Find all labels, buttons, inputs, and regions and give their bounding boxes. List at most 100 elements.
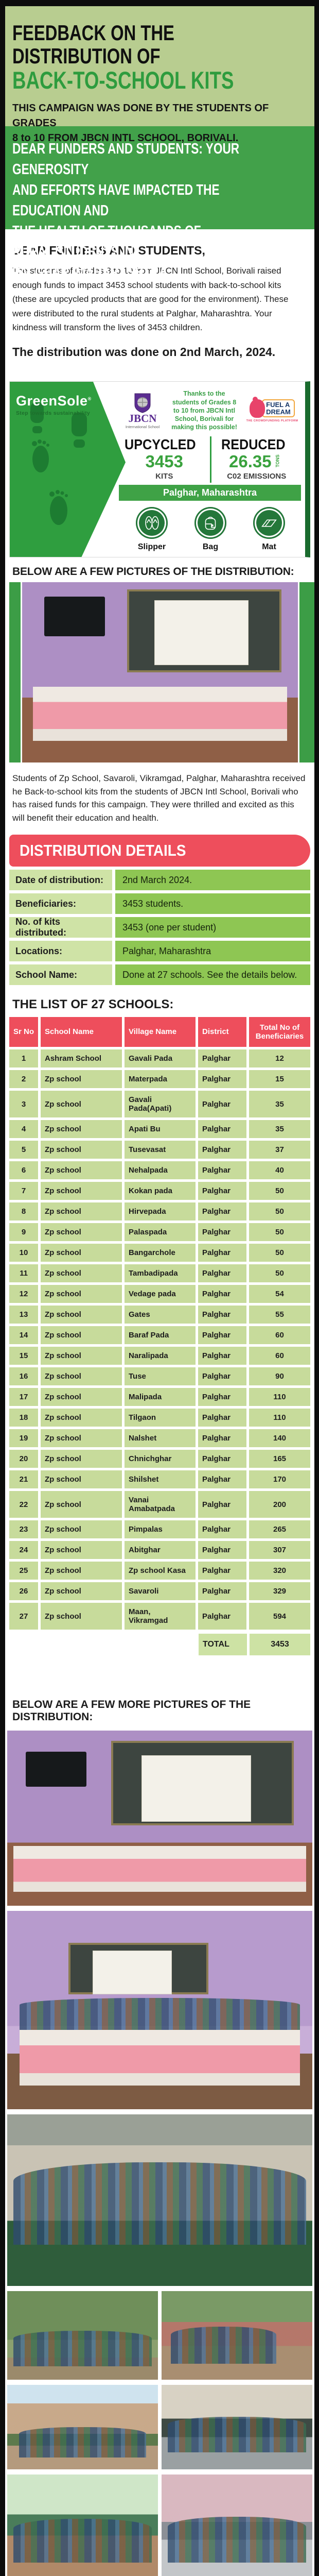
schools-table: Sr No School Name Village Name District Tota…: [9, 1017, 310, 1655]
table-row: 18 Zp school Tilgaon Palghar 110: [9, 1409, 310, 1427]
letter-body: The students of Grades 8 to 10 from JBCN…: [12, 266, 289, 333]
table-shape: [19, 2030, 300, 2086]
fuel-logo-line2: DREAM: [266, 408, 291, 416]
reduced-stat: REDUCED 26.35 TONS C02 EMISSIONS: [211, 434, 303, 485]
table-cell: Zp school: [41, 1388, 122, 1406]
table-cell: 16: [9, 1367, 38, 1385]
table-cell: Tuse: [125, 1367, 196, 1385]
table-row: 23 Zp school Pimpalas Palghar 265: [9, 1520, 310, 1538]
table-cell: 24: [9, 1541, 38, 1559]
schools-table-body: 1 Ashram School Gavali Pada Palghar 12 2 Zp sc…: [9, 1049, 310, 1630]
table-cell: 11: [9, 1264, 38, 1282]
fuel-logo-line1: FUEL A: [266, 400, 290, 409]
kit-items-row: Slipper Bag Mat: [119, 501, 302, 552]
table-cell: 200: [249, 1491, 310, 1518]
people-row-shape: [13, 2518, 152, 2563]
table-cell: Naralipada: [125, 1347, 196, 1365]
table-cell: 140: [249, 1429, 310, 1447]
table-cell: 594: [249, 1603, 310, 1630]
table-shape: [13, 1846, 307, 1892]
table-cell: Zp school: [41, 1264, 122, 1282]
table-row: 21 Zp school Shilshet Palghar 170: [9, 1470, 310, 1488]
total-row-spacer: [9, 1634, 196, 1655]
photo-group-with-kits: [7, 2114, 312, 2286]
impact-infographic-card: GreenSole® Step towards sustainability J…: [9, 381, 310, 557]
table-cell: Palghar: [198, 1306, 246, 1324]
table-cell: 329: [249, 1582, 310, 1600]
photo-caption: Students of Zp School, Savaroli, Vikramg…: [12, 773, 306, 823]
table-row: 20 Zp school Chnichghar Palghar 165: [9, 1450, 310, 1468]
table-cell: Vedage pada: [125, 1285, 196, 1303]
total-value: 3453: [250, 1634, 310, 1655]
jbcn-shield-icon: [134, 393, 151, 413]
kit-item-slipper: Slipper: [136, 507, 168, 552]
table-row: 19 Zp school Nalshet Palghar 140: [9, 1429, 310, 1447]
mat-label: Mat: [262, 543, 276, 551]
table-row: 13 Zp school Gates Palghar 55: [9, 1306, 310, 1324]
photo-green-classroom: [7, 2475, 158, 2576]
table-cell: 26: [9, 1582, 38, 1600]
table-cell: 21: [9, 1470, 38, 1488]
table-cell: 165: [249, 1450, 310, 1468]
slipper-icon: [136, 507, 168, 539]
photo-hall-dignitaries: [7, 1911, 312, 2109]
table-cell: 27: [9, 1603, 38, 1630]
photo-outdoor-group-left: [7, 2291, 158, 2380]
location-bar: Palghar, Maharashtra: [119, 485, 301, 501]
kit-item-bag: Bag: [194, 507, 226, 552]
mat-icon: [253, 507, 285, 539]
report-sheet: FEEDBACK ON THE DISTRIBUTION OF BACK-TO-…: [5, 6, 314, 2576]
table-cell: 265: [249, 1520, 310, 1538]
bag-icon: [194, 507, 226, 539]
schools-table-header: Sr No School Name Village Name District Tota…: [9, 1017, 310, 1047]
table-cell: Zp school: [41, 1367, 122, 1385]
table-row: 27 Zp school Maan, Vikramgad Palghar 594: [9, 1603, 310, 1630]
greensole-arrow-graphic: GreenSole® Step towards sustainability: [10, 382, 126, 557]
table-row: 26 Zp school Savaroli Palghar 329: [9, 1582, 310, 1600]
table-shape: [33, 687, 287, 741]
table-cell: 2: [9, 1070, 38, 1088]
table-cell: 60: [249, 1347, 310, 1365]
reduced-label: REDUCED: [221, 436, 286, 452]
hero-section: FEEDBACK ON THE DISTRIBUTION OF BACK-TO-…: [5, 6, 314, 144]
table-cell: 20: [9, 1450, 38, 1468]
table-cell: Palghar: [198, 1520, 246, 1538]
column-header: School Name: [41, 1017, 122, 1047]
table-row: 4 Zp school Apati Bu Palghar 35: [9, 1120, 310, 1138]
column-header: District: [198, 1017, 246, 1047]
table-cell: Savaroli: [125, 1582, 196, 1600]
table-row: 25 Zp school Zp school Kasa Palghar 320: [9, 1562, 310, 1580]
table-cell: 12: [249, 1049, 310, 1067]
table-cell: 35: [249, 1091, 310, 1117]
banner-shape: [154, 600, 249, 665]
letter-salutation: DEAR FUNDERS AND STUDENTS,: [12, 244, 205, 257]
greensole-reg-mark: ®: [87, 396, 92, 401]
jbcn-logo-subtext: International School: [125, 424, 160, 429]
table-cell: 50: [249, 1182, 310, 1200]
detail-label: Locations:: [9, 941, 112, 961]
table-row: 7 Zp school Kokan pada Palghar 50: [9, 1182, 310, 1200]
table-cell: Zp school Kasa: [125, 1562, 196, 1580]
table-cell: Palghar: [198, 1367, 246, 1385]
table-cell: 307: [249, 1541, 310, 1559]
table-cell: 17: [9, 1388, 38, 1406]
photo-pair-3: [7, 2475, 312, 2576]
detail-label: Beneficiaries:: [9, 893, 112, 914]
detail-row: Date of distribution: 2nd March 2024.: [9, 870, 310, 890]
table-cell: 12: [9, 1285, 38, 1303]
table-row: 24 Zp school Abitghar Palghar 307: [9, 1541, 310, 1559]
table-row: 11 Zp school Tambadipada Palghar 50: [9, 1264, 310, 1282]
thanks-note: Thanks to the students of Grades 8 to 10…: [171, 390, 237, 431]
table-cell: Palghar: [198, 1541, 246, 1559]
jbcn-logo: JBCN International School: [119, 393, 166, 429]
table-cell: Palghar: [198, 1582, 246, 1600]
column-header: Sr No: [9, 1017, 38, 1047]
table-cell: Zp school: [41, 1541, 122, 1559]
infographic-content: JBCN International School Thanks to the …: [119, 382, 305, 557]
partner-logos-row: JBCN International School Thanks to the …: [119, 387, 302, 434]
banner-shape: [93, 1951, 172, 1994]
table-cell: Zp school: [41, 1141, 122, 1159]
table-cell: Palghar: [198, 1285, 246, 1303]
table-cell: Palghar: [198, 1070, 246, 1088]
